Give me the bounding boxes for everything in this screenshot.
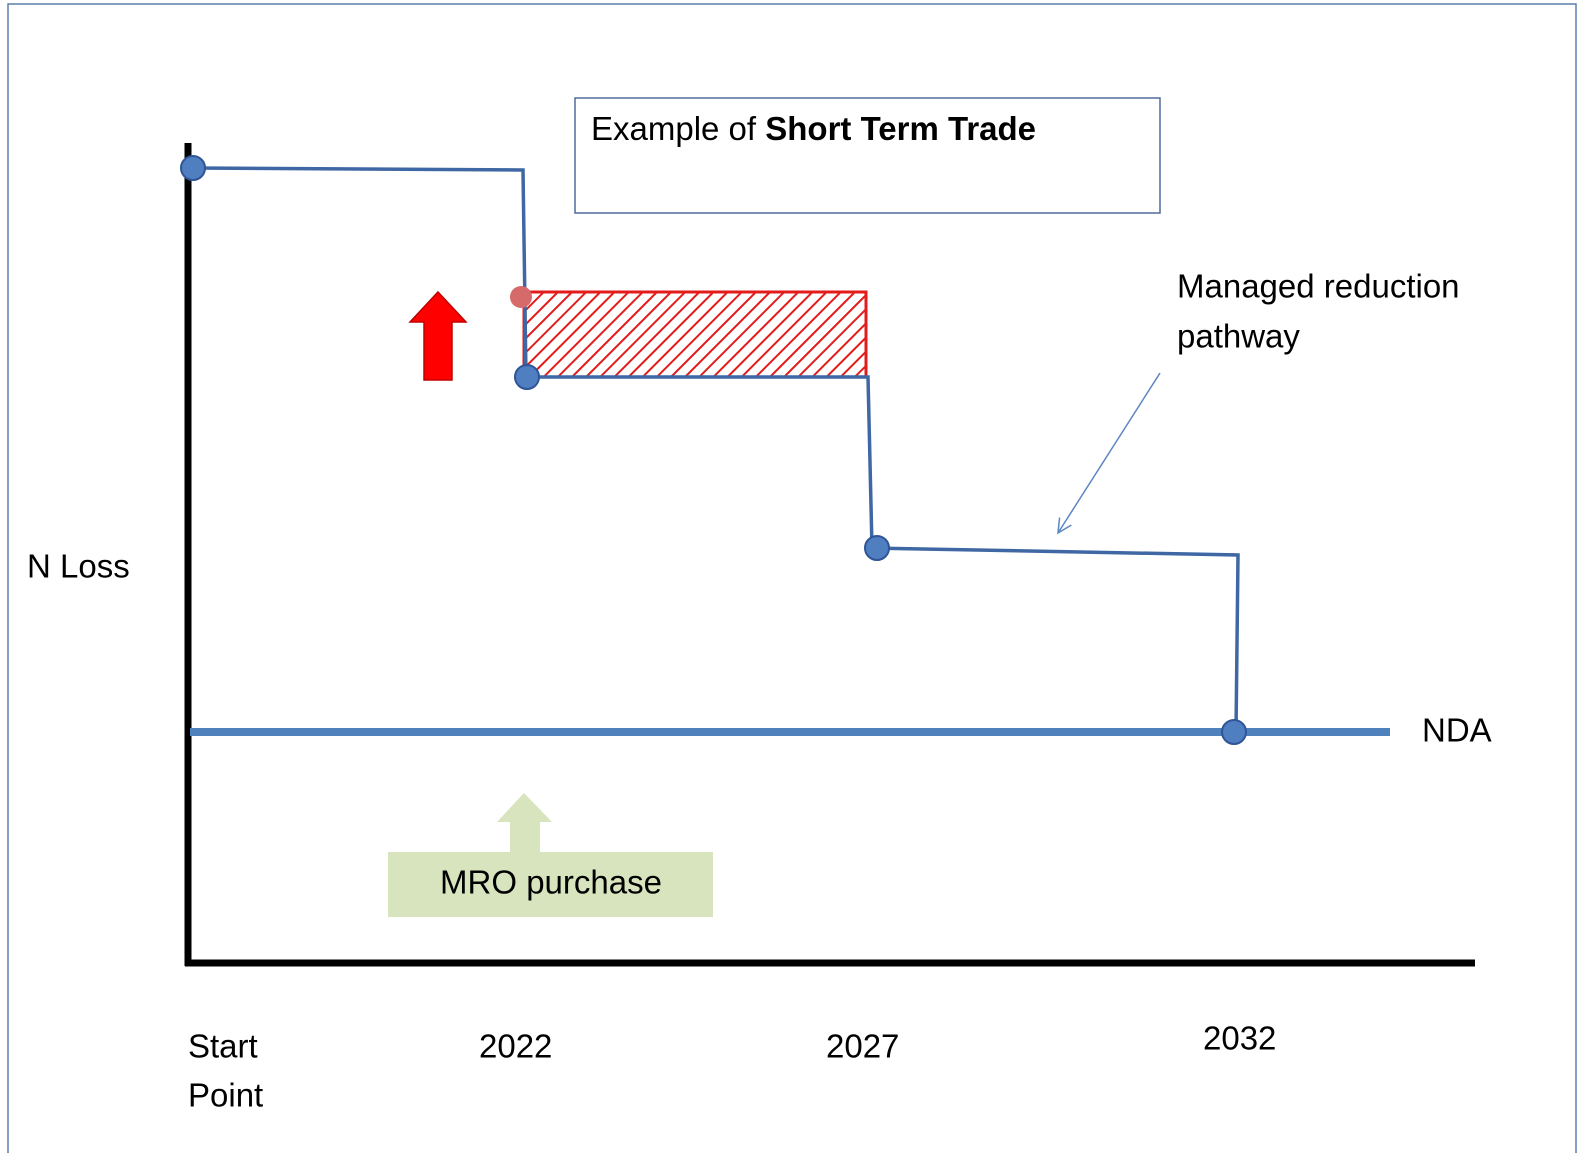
callout-box [574, 97, 1161, 214]
pointer-arrow [1058, 372, 1161, 533]
pathway-point [514, 364, 540, 390]
pathway-label: Managed reduction [1177, 268, 1460, 305]
year-label: 2032 [1203, 1020, 1276, 1057]
pathway-point [864, 535, 890, 561]
trade-point [510, 286, 532, 308]
start-label: Start [188, 1028, 258, 1065]
pathway-label: pathway [1177, 318, 1300, 355]
callout-prefix: Example of [591, 110, 765, 147]
callout-text: Example of Short Term Trade [591, 110, 1036, 147]
start-label: Point [188, 1077, 263, 1114]
baseline-label: NDA [1422, 712, 1492, 749]
purchase-arrow [497, 793, 552, 853]
increase-arrow [408, 290, 468, 381]
y-axis-label: N Loss [27, 548, 130, 585]
year-label: 2022 [479, 1028, 552, 1065]
purchase-label: MRO purchase [440, 864, 662, 901]
year-label: 2027 [826, 1028, 899, 1065]
purchase-box [388, 852, 713, 917]
trade-block [522, 290, 868, 379]
callout-bold: Short Term Trade [765, 110, 1036, 147]
pathway-point [1221, 719, 1247, 745]
reduction-pathway [192, 166, 1240, 733]
frame [7, 3, 1577, 1153]
pathway-point [180, 155, 206, 181]
